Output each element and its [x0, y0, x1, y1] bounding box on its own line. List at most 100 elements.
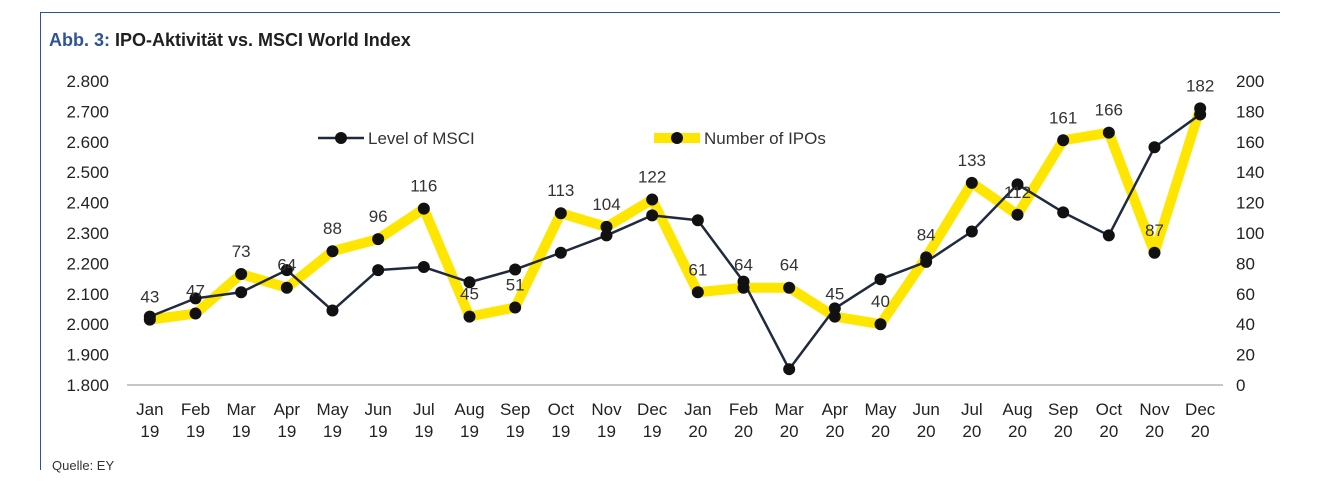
ipo-data-label: 182	[1186, 76, 1214, 95]
y-right-tick-label: 40	[1236, 315, 1255, 334]
ipo-line	[144, 103, 1206, 330]
msci-marker	[965, 225, 978, 238]
y-right-tick-label: 60	[1236, 285, 1255, 304]
x-tick-label-year: 19	[597, 422, 616, 441]
x-tick-label-year: 19	[186, 422, 205, 441]
msci-marker	[1011, 178, 1024, 191]
msci-marker	[646, 209, 659, 222]
ipo-marker	[372, 233, 385, 246]
msci-marker	[509, 263, 522, 276]
msci-marker	[189, 292, 202, 305]
x-tick-label-month: Mar	[227, 400, 257, 419]
x-tick-label-year: 19	[323, 422, 342, 441]
source-note: Quelle: EY	[52, 458, 115, 473]
x-tick-label-year: 19	[643, 422, 662, 441]
ipo-data-label: 64	[734, 256, 753, 275]
ipo-data-label: 64	[277, 256, 296, 275]
x-tick-label-month: Oct	[1096, 400, 1123, 419]
x-tick-label-month: Mar	[775, 400, 805, 419]
x-tick-label-month: Sep	[500, 400, 530, 419]
y-left-tick-label: 2.200	[66, 254, 109, 273]
x-tick-label-month: Nov	[591, 400, 622, 419]
x-tick-label-month: Feb	[181, 400, 210, 419]
ipo-marker	[646, 193, 659, 206]
ipo-marker	[1057, 134, 1070, 147]
msci-marker	[1057, 206, 1070, 219]
x-tick-label-year: 20	[962, 422, 981, 441]
x-tick-label-month: Jan	[684, 400, 711, 419]
x-tick-label-month: Dec	[637, 400, 668, 419]
ipo-data-label: 104	[592, 195, 620, 214]
ipo-data-label: 112	[1004, 183, 1031, 202]
ipo-data-label: 161	[1049, 108, 1077, 127]
x-tick-label-year: 19	[506, 422, 525, 441]
legend-ipo-label: Number of IPOs	[704, 129, 826, 148]
chart-title-text: IPO-Aktivität vs. MSCI World Index	[115, 30, 411, 50]
x-tick-label-month: Dec	[1185, 400, 1216, 419]
ipo-data-label: 96	[369, 207, 388, 226]
ipo-data-label: 122	[638, 168, 666, 187]
x-tick-label-month: Nov	[1139, 400, 1170, 419]
msci-marker	[783, 363, 796, 376]
y-right-tick-label: 100	[1236, 224, 1264, 243]
x-tick-label-month: Jun	[364, 400, 391, 419]
msci-marker	[463, 276, 476, 289]
x-tick-label-month: Feb	[729, 400, 758, 419]
ipo-data-label: 73	[232, 242, 251, 261]
x-tick-label-month: Apr	[274, 400, 301, 419]
x-tick-label-year: 19	[232, 422, 251, 441]
x-tick-label-year: 19	[140, 422, 159, 441]
ipo-data-label: 166	[1095, 101, 1123, 120]
msci-marker	[1194, 108, 1207, 121]
x-tick-label-month: Sep	[1048, 400, 1078, 419]
y-right-tick-label: 20	[1236, 346, 1255, 365]
y-right-tick-label: 140	[1236, 163, 1264, 182]
y-right-tick-label: 180	[1236, 102, 1264, 121]
axes: 1.800 1.900 2.000 2.100 2.200 2.300 2.400 2.500…	[66, 72, 1264, 441]
ipo-data-label: 40	[871, 292, 890, 311]
series-ipo	[144, 103, 1206, 330]
msci-marker	[280, 264, 293, 277]
legend-msci-marker	[335, 132, 347, 144]
msci-line	[149, 113, 1201, 371]
y-left-tick-label: 1.800	[66, 376, 109, 395]
data-labels: 43 47 73 64 88 96 116 45 51 113 104 122 61 64 64 45 40 84…	[140, 76, 1214, 311]
x-tick-label-year: 20	[871, 422, 890, 441]
ipo-data-label: 45	[825, 285, 844, 304]
y-left-tick-label: 2.400	[66, 194, 109, 213]
msci-marker	[1148, 141, 1161, 154]
msci-marker	[920, 255, 933, 268]
ipo-marker	[326, 245, 339, 258]
ipo-marker	[280, 281, 293, 294]
msci-marker	[691, 214, 704, 227]
msci-marker	[417, 261, 430, 274]
ipo-marker	[828, 310, 841, 323]
x-tick-label-month: Jul	[961, 400, 983, 419]
chart-title: Abb. 3: IPO-Aktivität vs. MSCI World Ind…	[49, 30, 411, 51]
msci-marker	[372, 264, 385, 277]
x-tick-label-month: May	[316, 400, 349, 419]
ipo-data-label: 84	[917, 225, 936, 244]
ipo-data-label: 88	[323, 219, 342, 238]
ipo-marker	[235, 268, 248, 281]
x-tick-label-month: May	[864, 400, 897, 419]
msci-marker	[600, 229, 613, 242]
chart-title-prefix: Abb. 3:	[49, 30, 110, 50]
x-tick-label-year: 20	[825, 422, 844, 441]
y-right-tick-label: 120	[1236, 194, 1264, 213]
ipo-marker	[783, 281, 796, 294]
x-tick-label-month: Apr	[822, 400, 849, 419]
ipo-marker	[874, 318, 887, 331]
y-right-tick-label: 200	[1236, 72, 1264, 91]
x-tick-label-month: Jan	[136, 400, 163, 419]
y-left-tick-label: 2.600	[66, 133, 109, 152]
frame-left-rule	[40, 12, 41, 470]
msci-marker	[554, 246, 567, 259]
ipo-marker	[1011, 208, 1024, 221]
y-left-tick-label: 2.700	[66, 102, 109, 121]
x-tick-label-month: Aug	[1002, 400, 1032, 419]
ipo-data-label: 87	[1145, 221, 1164, 240]
frame-top-rule	[40, 12, 1280, 13]
y-right-tick-label: 160	[1236, 133, 1264, 152]
ipo-data-label: 64	[780, 256, 799, 275]
